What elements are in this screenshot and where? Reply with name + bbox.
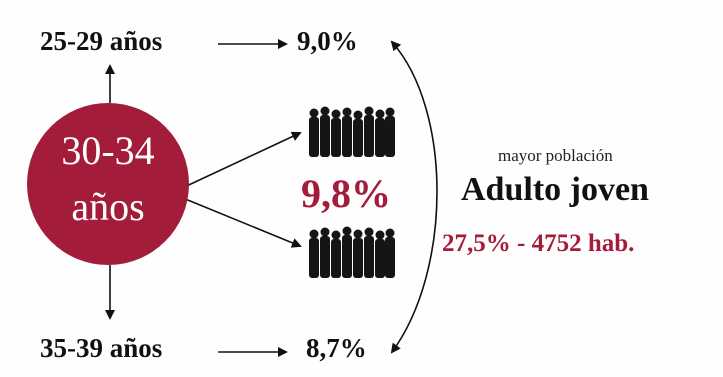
center-age-circle: 30-34 años <box>27 103 189 265</box>
summary-stat: 27,5% - 4752 hab. <box>442 230 634 258</box>
top-age-label: 25-29 años <box>40 26 162 57</box>
summary-title: Adulto joven <box>461 171 649 209</box>
curved-double-arrow <box>392 42 437 352</box>
arrow-circle-to-upper-people <box>178 133 300 190</box>
people-crowd-icon-lower <box>309 227 395 279</box>
center-age-unit: años <box>27 185 189 229</box>
bottom-percent: 8,7% <box>306 333 367 364</box>
summary-subtitle: mayor población <box>498 146 613 166</box>
bottom-age-label: 35-39 años <box>40 333 162 364</box>
center-percent: 9,8% <box>301 170 391 217</box>
top-percent: 9,0% <box>297 26 358 57</box>
people-crowd-icon-upper <box>309 107 395 158</box>
arrow-circle-to-lower-people <box>178 196 300 246</box>
center-age-range: 30-34 <box>27 129 189 173</box>
